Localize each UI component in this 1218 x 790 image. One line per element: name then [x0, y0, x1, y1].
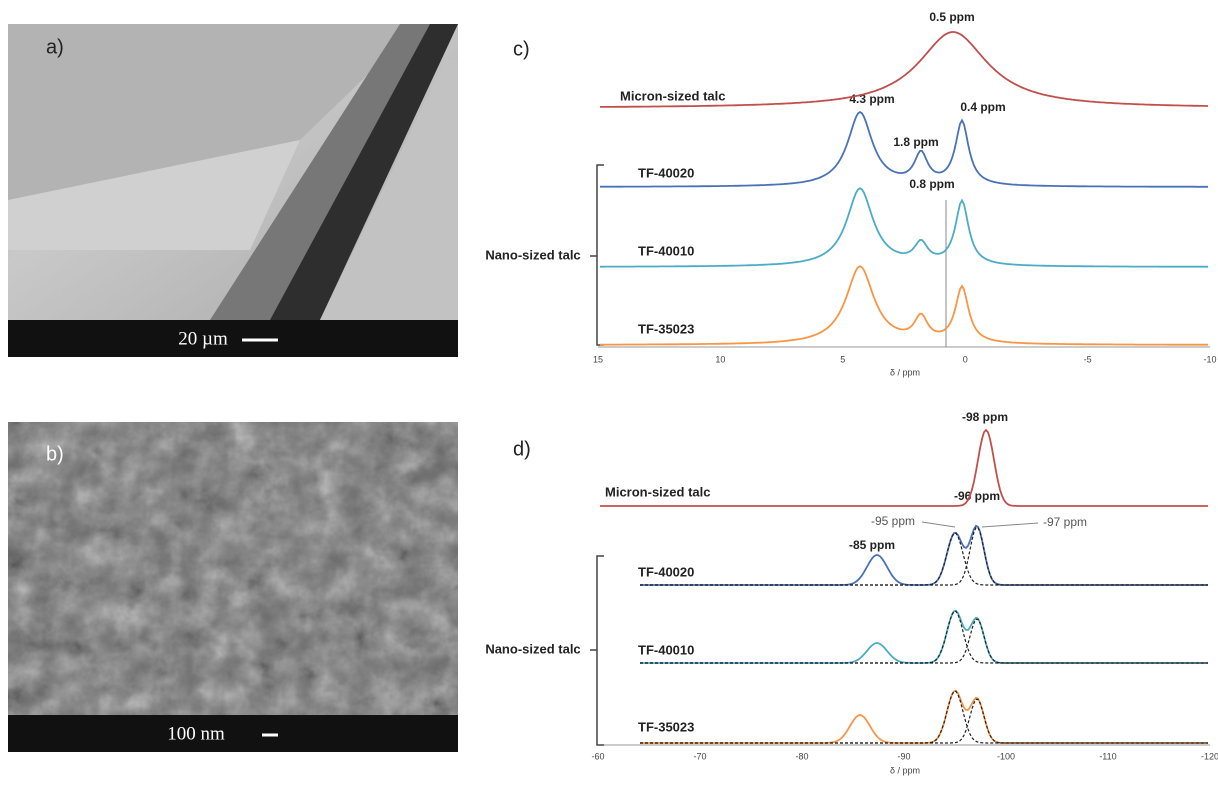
spectrum [640, 691, 1208, 743]
panel-label: c) [513, 38, 530, 60]
spectrum [640, 699, 1208, 743]
figure: a) 20 µm b) 100 nm c) Nano-sized talc Mi… [0, 0, 1218, 785]
tick-label: 10 [715, 354, 725, 364]
tick-label: -10 [1203, 354, 1216, 364]
peak-label: 1.8 ppm [893, 135, 938, 149]
peak-label: 0.8 ppm [909, 177, 954, 191]
bracket [590, 556, 604, 745]
sample-label: TF-40010 [638, 243, 694, 258]
leader-line [922, 522, 955, 527]
peak-label: -95 ppm [871, 514, 915, 528]
tick-label: 5 [840, 354, 845, 364]
spectrum [640, 528, 1208, 585]
scale-bar-label: 100 nm [167, 723, 225, 744]
sample-label: TF-35023 [638, 719, 694, 734]
sem-image-a [8, 24, 458, 357]
peak-label: 0.4 ppm [960, 100, 1005, 114]
sample-label: TF-35023 [638, 321, 694, 336]
tick-label: -80 [795, 751, 808, 761]
peak-label: -98 ppm [962, 410, 1008, 424]
spectrum [640, 611, 1208, 663]
tick-label: -70 [693, 751, 706, 761]
sample-label: TF-40010 [638, 642, 694, 657]
scale-bar-label: 20 µm [178, 328, 228, 349]
sample-label: TF-40020 [638, 165, 694, 180]
tick-label: 15 [593, 354, 603, 364]
spectrum [640, 533, 1208, 585]
peak-label: 4.3 ppm [849, 92, 894, 106]
spectrum [640, 526, 1208, 585]
sem-image-b [8, 422, 458, 752]
tick-label: -60 [591, 751, 604, 761]
group-label: Nano-sized talc [485, 641, 580, 656]
panel-label: a) [46, 36, 64, 58]
tick-label: -90 [897, 751, 910, 761]
panel-label: b) [46, 443, 64, 465]
tick-label: 0 [963, 354, 968, 364]
spectrum [640, 619, 1208, 663]
tick-label: -5 [1084, 354, 1092, 364]
tick-label: -120 [1201, 751, 1218, 761]
panel-label: d) [513, 438, 531, 460]
axis-label: δ / ppm [890, 367, 920, 377]
group-label: Nano-sized talc [485, 247, 580, 262]
spectrum [640, 691, 1208, 743]
sample-label: Micron-sized talc [620, 88, 725, 103]
tick-label: -110 [1099, 751, 1116, 761]
leader-line [982, 523, 1038, 527]
tick-label: -100 [997, 751, 1015, 761]
peak-label: -96 ppm [954, 489, 1000, 503]
sample-label: TF-40020 [638, 564, 694, 579]
sample-label: Micron-sized talc [605, 484, 710, 499]
peak-label: -85 ppm [849, 538, 895, 552]
peak-label: -97 ppm [1043, 515, 1087, 529]
peak-label: 0.5 ppm [929, 10, 974, 24]
spectrum [640, 611, 1208, 663]
bracket [590, 165, 604, 345]
axis-label: δ / ppm [890, 765, 920, 775]
